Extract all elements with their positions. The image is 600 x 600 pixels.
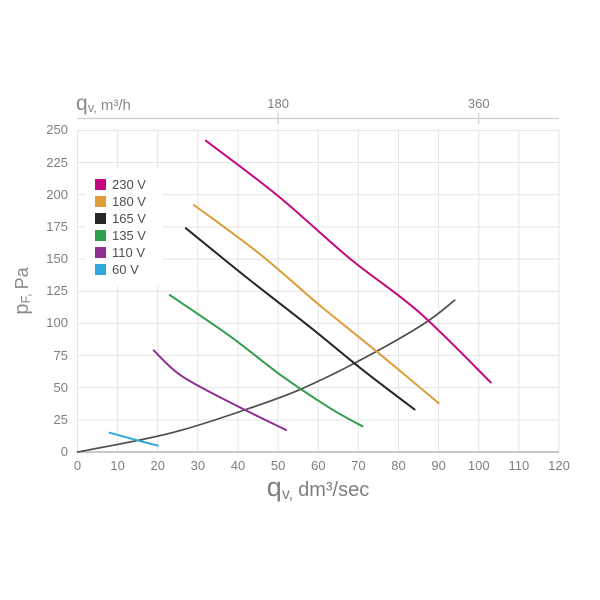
curve-135-v: [168, 294, 364, 428]
legend-swatch-icon: [95, 230, 106, 241]
top-axis-title-subscript: v,: [87, 100, 97, 115]
y-tick-label: 50: [53, 379, 68, 395]
x-tick-label: 90: [431, 458, 446, 473]
x-tick-label: 40: [230, 458, 246, 473]
legend-label: 110 V: [112, 245, 146, 260]
x-tick-label: 10: [110, 458, 125, 473]
x-axis-title-symbol: q: [266, 472, 282, 502]
curve-230-v: [204, 139, 492, 384]
curve-180-v: [192, 204, 440, 405]
top-tick-label: 360: [467, 96, 490, 111]
legend-label: 180 V: [112, 194, 146, 209]
y-axis-title-symbol: p: [11, 303, 33, 315]
y-tick-label: 175: [46, 218, 68, 234]
top-axis-title-unit: m³/h: [100, 97, 131, 114]
legend-swatch-icon: [95, 264, 106, 275]
legend-label: 165 V: [112, 211, 146, 226]
x-tick-label: 110: [508, 458, 530, 473]
legend-item: 135 V: [95, 227, 162, 244]
x-tick-label: 20: [150, 458, 165, 473]
top-axis-title: qv, m³/h: [76, 93, 131, 115]
legend-item: 110 V: [95, 244, 162, 261]
y-tick-label: 125: [46, 283, 68, 299]
y-tick-label: 200: [46, 186, 68, 202]
legend-swatch-icon: [95, 247, 106, 258]
legend-swatch-icon: [95, 196, 106, 207]
legend-label: 135 V: [112, 228, 146, 243]
y-tick-label: 75: [53, 347, 68, 363]
legend-label: 230 V: [112, 177, 146, 192]
y-tick-label: 250: [46, 122, 68, 138]
curve-165-v: [184, 227, 416, 411]
x-axis-title: qv, dm³/sec: [77, 472, 559, 504]
legend-swatch-icon: [95, 213, 106, 224]
legend-item: 230 V: [95, 176, 162, 193]
x-tick-label: 60: [311, 458, 326, 473]
y-tick-label: 0: [60, 444, 68, 459]
curve-110-v: [152, 349, 288, 432]
top-axis-title-symbol: q: [76, 92, 88, 115]
y-tick-label: 100: [46, 315, 68, 331]
legend-swatch-icon: [95, 179, 106, 190]
y-tick-label: 25: [53, 411, 68, 427]
x-tick-label: 0: [73, 458, 82, 473]
legend-item: 60 V: [95, 261, 162, 278]
curve-system-curve: [76, 299, 456, 453]
x-tick-label: 120: [548, 458, 570, 473]
x-axis-title-unit: dm³/sec: [298, 479, 370, 501]
top-tick-label: 180: [267, 96, 289, 111]
curve-60-v: [108, 431, 159, 447]
legend: 230 V 180 V 165 V 135 V 110 V 60 V: [86, 168, 162, 286]
x-tick-label: 100: [467, 458, 490, 473]
y-axis-title-unit: Pa: [12, 267, 32, 290]
x-tick-label: 30: [190, 458, 206, 473]
legend-label: 60 V: [112, 262, 139, 277]
x-tick-label: 80: [391, 458, 406, 473]
legend-item: 180 V: [95, 193, 162, 210]
x-tick-label: 50: [270, 458, 286, 473]
y-tick-label: 225: [46, 154, 68, 170]
y-tick-label: 150: [46, 251, 68, 267]
legend-item: 165 V: [95, 210, 162, 227]
x-tick-label: 70: [351, 458, 366, 473]
x-axis-title-subscript: v,: [281, 486, 294, 503]
